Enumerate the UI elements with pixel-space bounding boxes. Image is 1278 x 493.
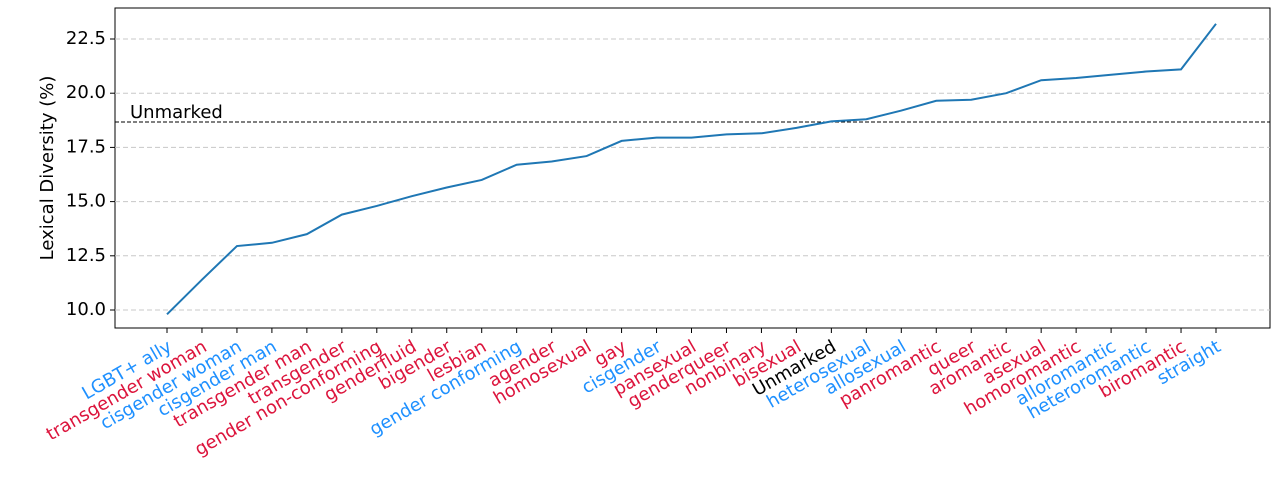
- y-tick-label: 15.0: [66, 191, 106, 212]
- reference-label: Unmarked: [130, 102, 223, 123]
- plot-frame: [114, 7, 1271, 329]
- y-tick-label: 22.5: [66, 28, 106, 49]
- y-tick-label: 10.0: [66, 299, 106, 320]
- y-tick-label: 17.5: [66, 136, 106, 157]
- y-axis-label: Lexical Diversity (%): [37, 76, 58, 261]
- line: [166, 23, 1217, 316]
- y-tick-label: 20.0: [66, 82, 106, 103]
- y-tick-label: 12.5: [66, 245, 106, 266]
